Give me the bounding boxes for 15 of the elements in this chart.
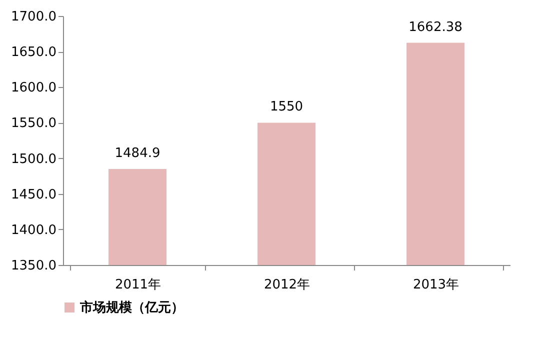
x-tick-label: 2013年	[412, 278, 460, 292]
y-tick-label: 1550.0	[11, 116, 56, 132]
y-tick-label: 1600.0	[11, 80, 56, 96]
legend-label: 市场规模（亿元）	[79, 300, 184, 316]
y-tick-label: 1500.0	[11, 152, 56, 167]
y-tick-label: 1400.0	[11, 222, 56, 238]
x-tick-label: 2011年	[114, 278, 162, 292]
y-tick-label: 1650.0	[11, 45, 56, 60]
x-tick-label: 2012年	[264, 278, 310, 292]
y-tick-label: 1450.0	[11, 187, 56, 202]
y-tick-label: 1350.0	[11, 258, 56, 274]
data-label: 1662.38	[408, 20, 462, 35]
data-label: 1550	[270, 100, 304, 115]
data-label: 1484.9	[114, 146, 160, 162]
y-tick-label: 1700.0	[11, 10, 56, 24]
